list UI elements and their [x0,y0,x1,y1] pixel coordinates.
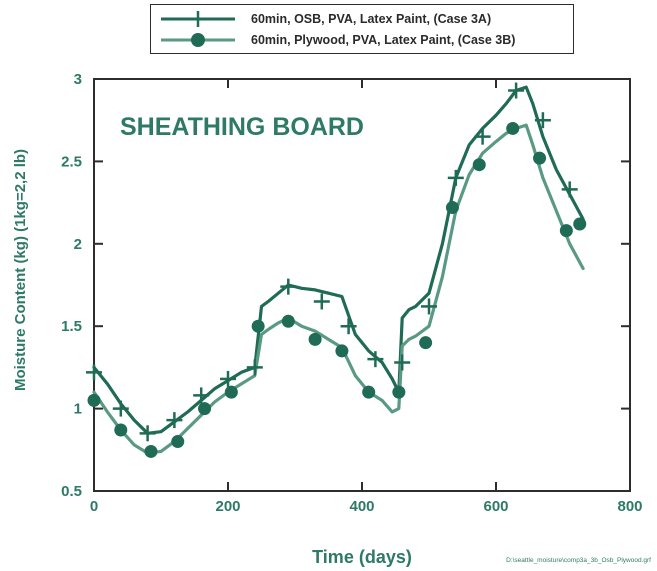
marker-circle [114,423,128,437]
marker-plus [508,82,525,99]
marker-plus [313,293,330,310]
marker-circle [198,402,212,416]
y-axis-label: Moisture Content (kg) (1kg=2,2 lb) [12,149,29,391]
marker-circle [472,158,486,172]
legend-label-case-3a: 60min, OSB, PVA, Latex Paint, (Case 3A) [251,12,492,26]
x-tick-label: 600 [483,498,508,515]
marker-plus [534,112,551,129]
series-line-case-3b [92,123,585,455]
legend: 60min, OSB, PVA, Latex Paint, (Case 3A) … [150,4,574,54]
marker-plus [447,169,464,186]
footnote: D:\seattle_moisture\comp3a_3b_Osb_Plywoo… [506,557,651,564]
marker-circle [144,444,158,458]
marker-plus [561,181,578,198]
legend-swatch-case-3b [161,33,235,47]
marker-circle [251,319,265,333]
y-tick-label: 1 [74,401,82,418]
marker-circle [308,332,322,346]
marker-circle [533,151,547,165]
marker-circle [171,435,185,449]
x-tick-label: 400 [349,498,374,515]
marker-plus [112,400,129,417]
marker-circle [392,385,406,399]
marker-circle [506,121,520,135]
marker-plus [166,412,183,429]
marker-plus [139,425,156,442]
marker-layer [86,82,587,458]
marker-plus [86,364,102,381]
marker-circle [445,201,459,215]
axes: 0 200 400 600 800 0.5 1 1.5 2 2.5 3 [61,71,642,515]
marker-plus [246,359,263,376]
y-tick-label: 0.5 [61,483,82,500]
y-tick-label: 3 [74,71,82,88]
legend-item-case-3a: 60min, OSB, PVA, Latex Paint, (Case 3A) [159,9,491,29]
x-tick-label: 0 [90,498,98,515]
marker-plus [394,354,411,371]
marker-circle [573,217,587,231]
legend-item-case-3b: 60min, Plywood, PVA, Latex Paint, (Case … [159,30,515,50]
marker-circle [335,344,349,358]
x-axis-label: Time (days) [312,547,412,567]
series-layer [92,85,585,455]
marker-circle [362,385,376,399]
marker-plus [340,318,357,335]
marker-circle [559,224,573,238]
y-tick-label: 2.5 [61,153,82,170]
y-tick-label: 2 [74,236,82,253]
legend-swatch-case-3a [161,11,235,27]
marker-plus [220,370,236,387]
x-tick-label: 200 [215,498,240,515]
marker-plus [421,298,437,315]
marker-circle [419,336,433,350]
legend-label-case-3b: 60min, Plywood, PVA, Latex Paint, (Case … [251,33,516,47]
x-tick-label: 800 [617,498,642,515]
marker-circle [224,385,238,399]
series-line-case-3a [92,85,585,435]
marker-plus [367,351,384,368]
marker-circle [87,393,101,407]
marker-plus [193,387,210,404]
marker-circle [281,314,295,328]
y-tick-label: 1.5 [61,318,82,335]
marker-plus [280,278,297,295]
marker-plus [474,128,491,145]
chart-title: SHEATHING BOARD [120,113,364,141]
